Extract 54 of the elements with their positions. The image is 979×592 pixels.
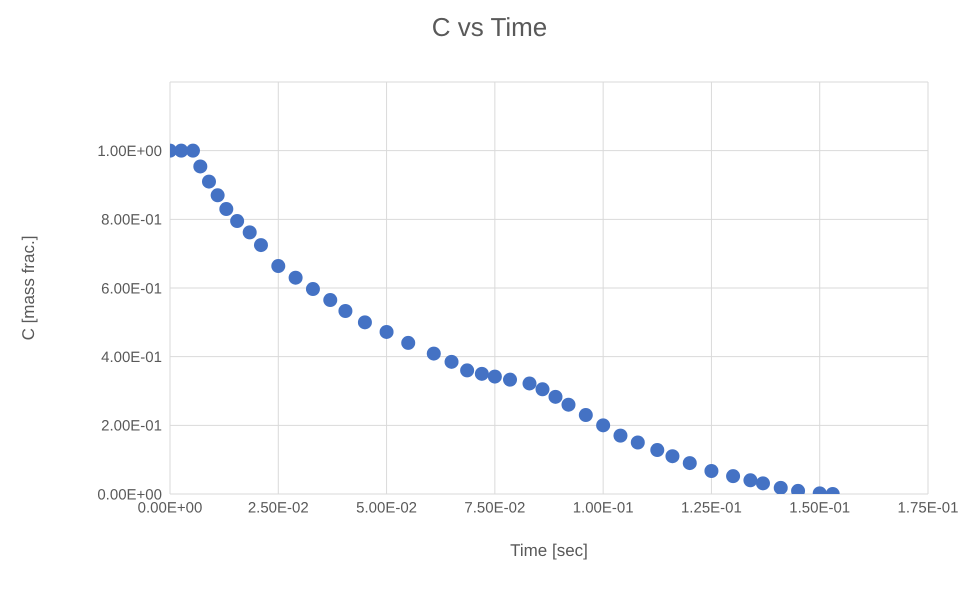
point: [271, 259, 286, 274]
point: [726, 469, 740, 484]
x-tick-label: 1.50E-01: [789, 500, 850, 517]
y-axis-title: C [mass frac.]: [19, 236, 38, 340]
point: [401, 336, 416, 350]
point: [561, 398, 576, 412]
point: [202, 174, 216, 189]
point: [306, 282, 320, 296]
y-tick-label: 2.00E-01: [101, 418, 162, 435]
point: [743, 473, 758, 488]
y-tick-label: 4.00E-01: [101, 348, 162, 366]
point: [536, 382, 550, 396]
point: [210, 188, 225, 202]
point: [522, 376, 537, 390]
point: [288, 270, 303, 285]
x-tick-label: 1.75E-01: [898, 500, 958, 517]
x-tick-label: 7.50E-02: [464, 500, 526, 517]
y-tick-label: 6.00E-01: [101, 280, 162, 298]
point: [630, 436, 645, 450]
y-tick-label: 1.00E+00: [97, 142, 162, 160]
point: [219, 202, 234, 216]
point: [358, 315, 372, 330]
point: [426, 346, 441, 361]
point: [613, 428, 628, 443]
point: [596, 418, 610, 432]
x-tick-label: 5.00E-02: [356, 500, 418, 517]
y-tick-label: 8.00E-01: [101, 212, 162, 229]
point: [650, 443, 664, 458]
x-tick-label: 1.25E-01: [680, 500, 742, 517]
point: [578, 408, 593, 422]
point: [682, 456, 697, 470]
point: [548, 390, 562, 404]
point: [756, 476, 770, 490]
point: [242, 225, 257, 240]
point: [338, 304, 352, 318]
point: [254, 238, 268, 252]
point: [774, 480, 788, 494]
point: [488, 370, 502, 384]
point: [380, 324, 394, 339]
point: [230, 214, 244, 228]
x-axis-title: Time [sec]: [510, 541, 588, 560]
point: [704, 464, 718, 478]
x-tick-label: 2.50E-02: [248, 500, 309, 517]
point: [174, 144, 188, 158]
x-tick-label: 1.00E-01: [572, 500, 634, 517]
point: [186, 144, 200, 158]
point: [665, 449, 680, 464]
chart-title: C vs Time: [430, 12, 548, 43]
point: [444, 354, 459, 369]
point: [323, 293, 338, 308]
point: [474, 366, 489, 381]
point: [503, 372, 518, 387]
point: [193, 159, 208, 174]
point: [460, 363, 474, 378]
